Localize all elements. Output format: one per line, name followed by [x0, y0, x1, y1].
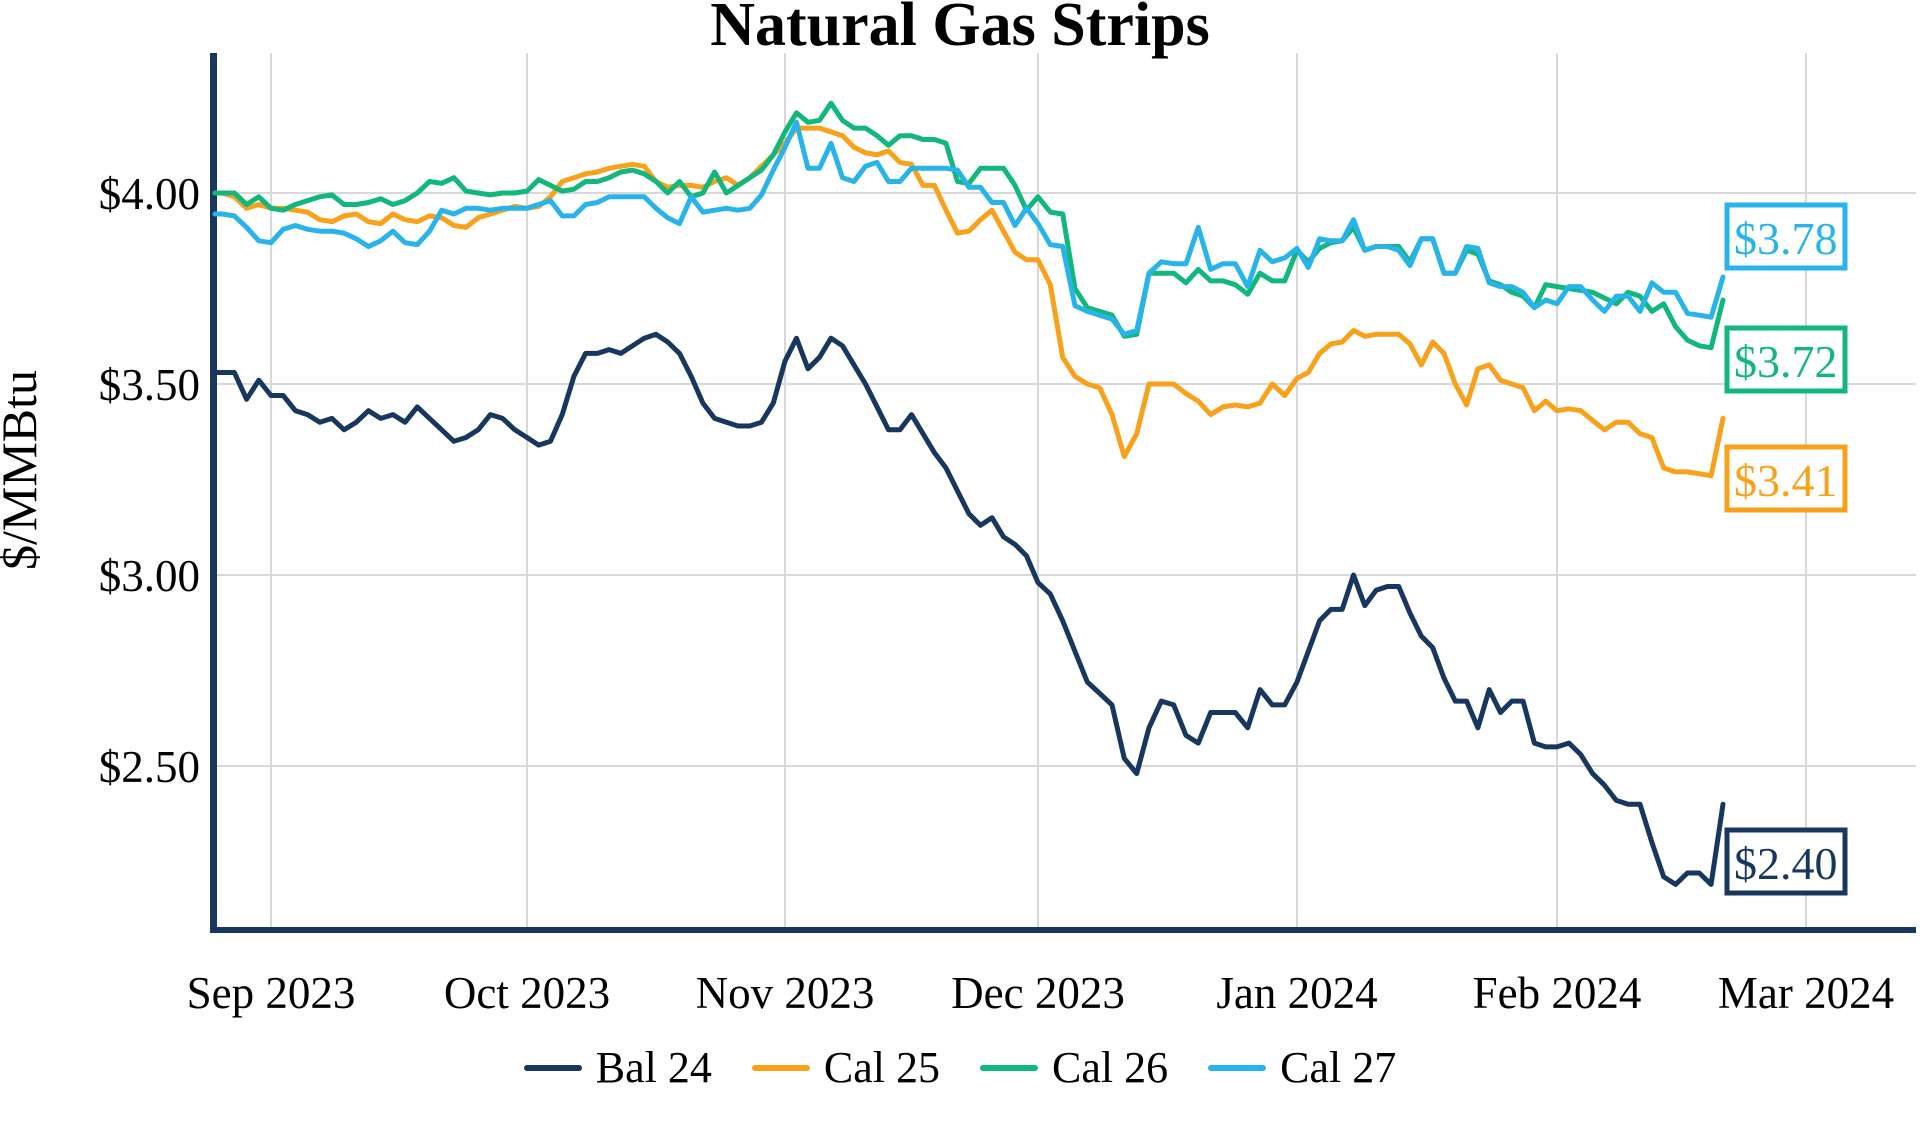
- legend-label: Cal 27: [1280, 1043, 1397, 1092]
- end-value-box-cal-25: [1724, 444, 1848, 513]
- end-value-text-cal-27: $3.78: [1734, 213, 1838, 264]
- end-value-text-cal-26: $3.72: [1734, 336, 1838, 387]
- legend-swatch-icon: [751, 1064, 810, 1071]
- y-tick-label: $2.50: [99, 742, 200, 792]
- y-tick-label: $3.50: [99, 360, 200, 410]
- end-value-text-bal-24: $2.40: [1734, 838, 1838, 889]
- legend-item-cal-27: Cal 27: [1208, 1042, 1396, 1093]
- y-tick-label: $3.00: [99, 551, 200, 601]
- legend-item-cal-25: Cal 25: [751, 1042, 940, 1093]
- x-tick-label: Nov 2023: [696, 968, 875, 1018]
- y-axis-title: $/MMBtu: [0, 370, 47, 570]
- series-line-cal-25: [212, 125, 1726, 479]
- legend-label: Cal 26: [1052, 1043, 1169, 1092]
- end-value-text-cal-25: $3.41: [1734, 455, 1838, 506]
- end-value-box-bal-24: [1724, 827, 1848, 896]
- y-tick-label: $4.00: [99, 169, 200, 219]
- series-line-cal-26: [212, 100, 1726, 351]
- y-axis-line: [210, 53, 217, 933]
- x-tick-labels: Sep 2023 Oct 2023 Nov 2023 Dec 2023 Jan 2024…: [187, 968, 1894, 1018]
- series-line-cal-27: [212, 119, 1726, 337]
- legend-label: Cal 25: [823, 1043, 940, 1092]
- x-tick-label: Dec 2023: [951, 968, 1125, 1018]
- legend-swatch-icon: [1208, 1064, 1267, 1071]
- end-value-box-cal-27: [1724, 202, 1848, 271]
- end-value-labels: $3.78 $3.72 $3.41 $2.40: [1724, 202, 1848, 896]
- series-line-bal-24: [212, 331, 1726, 887]
- legend-swatch-icon: [523, 1064, 582, 1071]
- x-tick-label: Oct 2023: [444, 968, 610, 1018]
- chart-title: Natural Gas Strips: [710, 0, 1210, 59]
- legend-swatch-icon: [980, 1064, 1038, 1071]
- legend-label: Bal 24: [595, 1043, 712, 1092]
- end-value-box-cal-26: [1724, 325, 1848, 394]
- x-tick-label: Mar 2024: [1718, 968, 1894, 1018]
- legend-item-bal-24: Bal 24: [523, 1042, 712, 1093]
- series-lines: [212, 100, 1726, 887]
- legend-item-cal-26: Cal 26: [980, 1042, 1168, 1093]
- axes: [210, 53, 1916, 933]
- x-axis-line: [210, 927, 1916, 933]
- x-tick-label: Sep 2023: [187, 968, 356, 1018]
- legend: Bal 24 Cal 25 Cal 26 Cal 27: [0, 1042, 1920, 1093]
- gridlines: [214, 53, 1916, 930]
- y-tick-labels: $4.00 $3.50 $3.00 $2.50: [99, 169, 200, 792]
- x-tick-label: Jan 2024: [1216, 968, 1377, 1018]
- x-tick-label: Feb 2024: [1473, 968, 1642, 1018]
